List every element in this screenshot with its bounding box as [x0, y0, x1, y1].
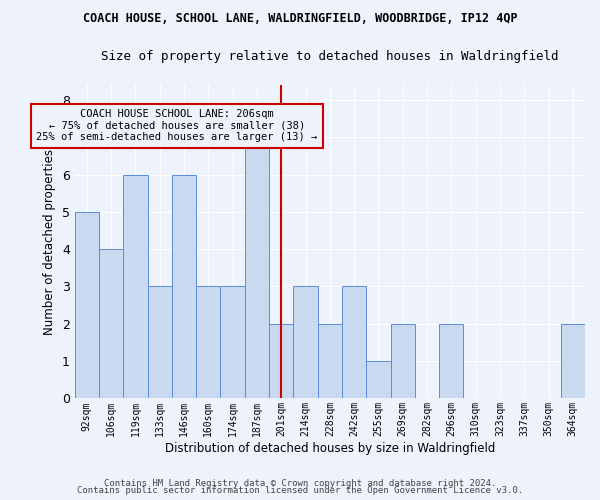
Bar — [391, 324, 415, 398]
Bar — [366, 361, 391, 399]
Bar — [560, 324, 585, 398]
Bar — [99, 249, 123, 398]
Bar — [245, 137, 269, 398]
Bar — [293, 286, 317, 399]
Bar — [196, 286, 220, 399]
Bar — [439, 324, 463, 398]
Text: Contains HM Land Registry data © Crown copyright and database right 2024.: Contains HM Land Registry data © Crown c… — [104, 478, 496, 488]
Bar — [342, 286, 366, 399]
Bar — [220, 286, 245, 399]
Bar — [172, 174, 196, 398]
Y-axis label: Number of detached properties: Number of detached properties — [43, 148, 56, 334]
Text: COACH HOUSE, SCHOOL LANE, WALDRINGFIELD, WOODBRIDGE, IP12 4QP: COACH HOUSE, SCHOOL LANE, WALDRINGFIELD,… — [83, 12, 517, 26]
Bar — [74, 212, 99, 398]
Bar — [148, 286, 172, 399]
Bar — [269, 324, 293, 398]
X-axis label: Distribution of detached houses by size in Waldringfield: Distribution of detached houses by size … — [164, 442, 495, 455]
Bar — [317, 324, 342, 398]
Title: Size of property relative to detached houses in Waldringfield: Size of property relative to detached ho… — [101, 50, 559, 63]
Text: Contains public sector information licensed under the Open Government Licence v3: Contains public sector information licen… — [77, 486, 523, 495]
Bar — [123, 174, 148, 398]
Text: COACH HOUSE SCHOOL LANE: 206sqm
← 75% of detached houses are smaller (38)
25% of: COACH HOUSE SCHOOL LANE: 206sqm ← 75% of… — [36, 110, 317, 142]
